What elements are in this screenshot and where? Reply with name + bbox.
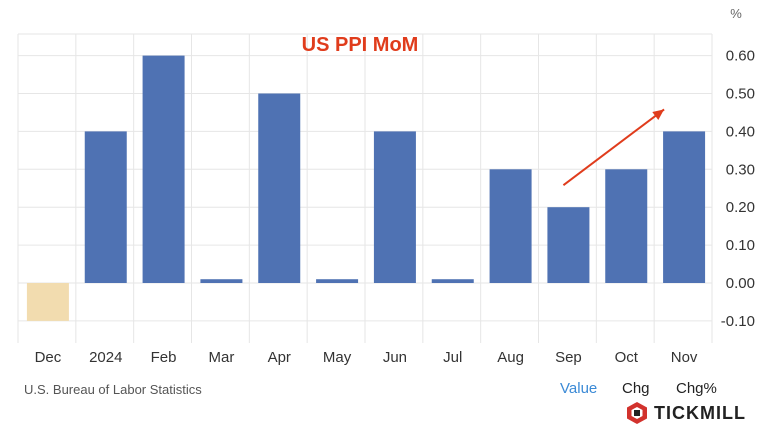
x-tick-label: Oct <box>615 349 639 366</box>
x-tick-label: 2024 <box>89 349 122 366</box>
bar-layer <box>26 55 706 321</box>
y-tick-label: -0.10 <box>721 313 755 330</box>
y-tick-label: 0.00 <box>726 275 755 292</box>
grid-layer <box>17 33 713 343</box>
trend-arrow-annotation <box>562 108 665 186</box>
x-tick-label: Dec <box>35 349 62 366</box>
tab-value[interactable]: Value <box>560 380 598 397</box>
brand-logo: TICKMILL <box>626 401 746 425</box>
bar-sep[interactable] <box>547 207 590 283</box>
y-tick-label: 0.40 <box>726 123 755 140</box>
trend-arrow-line <box>562 108 665 186</box>
bar-dec[interactable] <box>26 283 69 321</box>
bar-may[interactable] <box>316 279 359 283</box>
bar-jun[interactable] <box>373 131 416 283</box>
x-tick-label: Jul <box>443 349 462 366</box>
bar-aug[interactable] <box>489 169 532 283</box>
tab-chg-percent[interactable]: Chg% <box>676 380 717 397</box>
bar-mar[interactable] <box>200 279 243 283</box>
bar-oct[interactable] <box>605 169 648 283</box>
bar-nov[interactable] <box>663 131 706 283</box>
bar-apr[interactable] <box>258 93 301 284</box>
x-tick-label: Sep <box>555 349 582 366</box>
x-tick-label: Feb <box>151 349 177 366</box>
bar-feb[interactable] <box>142 55 185 283</box>
x-tick-label: May <box>323 349 352 366</box>
y-tick-label: 0.30 <box>726 161 755 178</box>
y-tick-label: 0.60 <box>726 48 755 65</box>
bar-jul[interactable] <box>431 279 474 283</box>
tab-chg[interactable]: Chg <box>622 380 650 397</box>
y-tick-label: 0.10 <box>726 237 755 254</box>
y-axis: 0.60 0.50 0.40 0.30 0.20 0.10 0.00 -0.10 <box>721 48 755 330</box>
trend-arrow-head <box>652 109 665 121</box>
unit-label: % <box>730 6 742 21</box>
chart-title: US PPI MoM <box>302 34 419 56</box>
y-tick-label: 0.20 <box>726 199 755 216</box>
brand-name: TICKMILL <box>654 402 746 423</box>
tickmill-logo-icon <box>627 402 647 424</box>
x-tick-label: Mar <box>208 349 234 366</box>
x-tick-label: Nov <box>671 349 698 366</box>
x-tick-label: Aug <box>497 349 524 366</box>
x-tick-label: Jun <box>383 349 407 366</box>
source-label: U.S. Bureau of Labor Statistics <box>24 382 202 397</box>
bar-2024[interactable] <box>84 131 127 283</box>
y-tick-label: 0.50 <box>726 86 755 103</box>
x-axis: Dec 2024 Feb Mar Apr May Jun Jul Aug Sep Oct Nov <box>35 349 698 366</box>
x-tick-label: Apr <box>268 349 291 366</box>
